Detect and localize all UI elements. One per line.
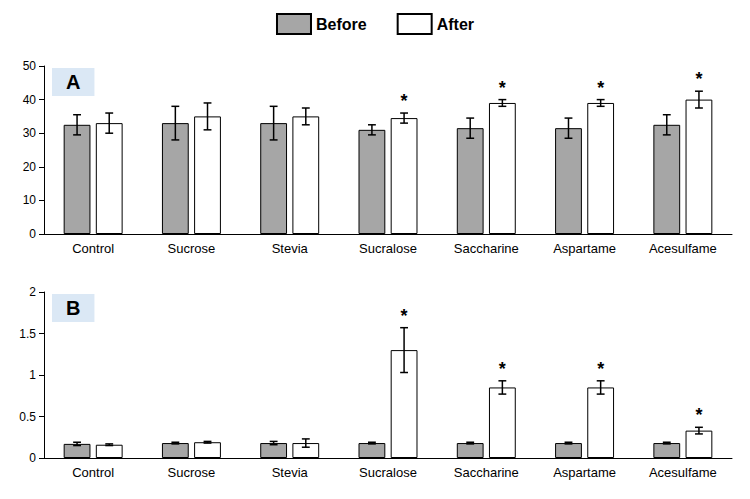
svg-text:10: 10 [23,193,37,207]
svg-text:Sucrose: Sucrose [168,465,216,480]
svg-text:Saccharine: Saccharine [454,465,519,480]
svg-text:2: 2 [29,285,36,299]
svg-text:*: * [695,69,702,89]
svg-text:Saccharine: Saccharine [454,241,519,256]
svg-text:40: 40 [23,93,37,107]
svg-text:*: * [597,359,604,379]
svg-text:Aspartame: Aspartame [553,465,616,480]
svg-text:1.5: 1.5 [19,327,36,341]
svg-text:*: * [597,78,604,98]
svg-text:*: * [401,306,408,326]
svg-text:30: 30 [23,126,37,140]
svg-text:0: 0 [29,451,36,465]
svg-text:Control: Control [72,241,114,256]
svg-text:50: 50 [23,59,37,73]
svg-text:0.5: 0.5 [19,410,36,424]
svg-text:Control: Control [72,465,114,480]
svg-text:0: 0 [29,227,36,241]
svg-text:Aspartame: Aspartame [553,241,616,256]
svg-text:Sucralose: Sucralose [359,465,417,480]
svg-text:20: 20 [23,160,37,174]
svg-text:Acesulfame: Acesulfame [649,241,717,256]
svg-text:Stevia: Stevia [272,465,309,480]
svg-text:B: B [66,297,80,319]
svg-text:*: * [695,405,702,425]
svg-text:Stevia: Stevia [272,241,309,256]
svg-text:After: After [437,16,474,33]
svg-text:*: * [401,91,408,111]
svg-text:Acesulfame: Acesulfame [649,465,717,480]
svg-text:Before: Before [316,16,367,33]
svg-text:A: A [66,71,80,93]
svg-text:Sucralose: Sucralose [359,241,417,256]
svg-text:1: 1 [29,368,36,382]
svg-text:*: * [499,78,506,98]
svg-text:Sucrose: Sucrose [168,241,216,256]
svg-text:*: * [499,359,506,379]
